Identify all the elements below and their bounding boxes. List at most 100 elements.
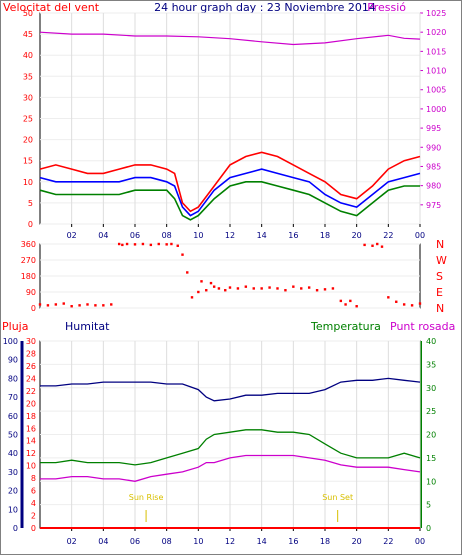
sunrise-label: Sun Rise <box>129 493 164 502</box>
x-tick-label: 04 <box>98 537 108 546</box>
gust-line <box>39 151 421 213</box>
x-tick-label: 04 <box>98 231 108 240</box>
direction-tick-label: 180 <box>21 272 36 281</box>
temperature-tick-label: 5 <box>426 501 431 510</box>
compass-label: W <box>436 254 447 267</box>
right-tick-label: 1025 <box>426 9 446 18</box>
humidity-line <box>40 377 421 402</box>
direction-point <box>209 281 213 285</box>
direction-point <box>181 253 184 256</box>
temperature-line <box>40 429 421 466</box>
x-tick-label: 06 <box>130 537 140 546</box>
temperature-label: Temperatura <box>310 320 381 333</box>
direction-point <box>217 287 221 290</box>
left-tick-label: 40 <box>23 51 33 60</box>
direction-point <box>300 287 303 290</box>
direction-point <box>315 289 319 292</box>
rain-tick-label: 28 <box>26 349 36 358</box>
direction-point <box>323 288 327 291</box>
compass-label: N <box>436 238 444 251</box>
direction-point <box>402 303 406 306</box>
left-tick-label: 5 <box>28 199 33 208</box>
direction-point <box>331 287 335 290</box>
direction-point <box>228 286 232 289</box>
rain-tick-label: 30 <box>26 337 36 346</box>
direction-tick-label: 0 <box>31 304 36 313</box>
temperature-tick-label: 30 <box>426 384 436 393</box>
right-tick-label: 985 <box>426 162 441 171</box>
direction-point <box>344 303 347 306</box>
rain-tick-label: 18 <box>26 412 36 421</box>
direction-point <box>86 303 89 306</box>
direction-point <box>355 305 358 308</box>
direction-point <box>78 304 81 307</box>
direction-point <box>205 289 208 292</box>
rain-tick-label: 20 <box>26 399 36 408</box>
humidity-tick-label: 20 <box>8 487 18 496</box>
rain-tick-label: 8 <box>31 474 36 483</box>
rain-tick-label: 24 <box>26 374 36 383</box>
x-tick-label: 12 <box>225 537 235 546</box>
direction-point <box>339 299 343 303</box>
direction-point <box>186 271 189 274</box>
humidity-tick-label: 0 <box>13 524 18 533</box>
direction-tick-label: 270 <box>21 256 36 265</box>
left-tick-label: 35 <box>23 72 33 81</box>
dewpoint-line <box>40 454 421 482</box>
right-axis-title: Pressió <box>367 1 406 14</box>
rain-tick-label: 26 <box>26 362 36 371</box>
x-tick-label: 18 <box>320 231 330 240</box>
direction-point <box>260 287 263 290</box>
humidity-tick-label: 80 <box>8 374 18 383</box>
direction-point <box>176 244 179 247</box>
x-tick-label: 00 <box>415 231 425 240</box>
direction-point <box>212 285 216 288</box>
x-tick-label: 22 <box>383 231 393 240</box>
left-tick-label: 25 <box>23 115 33 124</box>
x-tick-label: 14 <box>257 537 267 546</box>
humidity-tick-label: 30 <box>8 468 18 477</box>
x-tick-label: 16 <box>288 537 298 546</box>
right-tick-label: 990 <box>426 143 441 152</box>
temperature-tick-label: 25 <box>426 407 436 416</box>
temperature-tick-label: 20 <box>426 431 436 440</box>
rain-tick-label: 2 <box>31 512 36 521</box>
temperature-tick-label: 0 <box>426 524 431 533</box>
direction-point <box>46 304 50 307</box>
left-tick-label: 50 <box>23 9 33 18</box>
direction-point <box>387 296 390 299</box>
direction-point <box>141 242 145 246</box>
rain-tick-label: 16 <box>26 424 36 433</box>
compass-label: E <box>436 286 443 299</box>
compass-label: N <box>436 302 444 315</box>
wind-line <box>39 181 420 221</box>
direction-point <box>170 242 173 246</box>
avg-line <box>39 168 421 217</box>
direction-tick-label: 360 <box>21 240 36 249</box>
direction-point <box>252 287 255 290</box>
left-tick-label: 0 <box>28 220 33 229</box>
temperature-tick-label: 40 <box>426 337 436 346</box>
direction-point <box>380 245 384 248</box>
direction-point <box>363 243 366 247</box>
x-tick-label: 16 <box>288 231 298 240</box>
right-tick-label: 975 <box>426 201 441 210</box>
temperature-tick-label: 15 <box>426 454 436 463</box>
direction-point <box>292 285 295 288</box>
left-tick-label: 15 <box>23 157 33 166</box>
humidity-tick-label: 50 <box>8 431 18 440</box>
x-tick-label: 06 <box>130 231 140 240</box>
direction-point <box>190 296 194 299</box>
rain-tick-label: 0 <box>31 524 36 533</box>
left-tick-label: 20 <box>23 136 33 145</box>
direction-point <box>349 299 352 303</box>
x-tick-label: 18 <box>320 537 330 546</box>
rain-tick-label: 22 <box>26 387 36 396</box>
humidity-tick-label: 100 <box>3 337 18 346</box>
direction-point <box>418 302 422 305</box>
x-tick-label: 08 <box>162 231 172 240</box>
direction-point <box>165 243 168 246</box>
direction-point <box>197 290 200 294</box>
x-tick-label: 20 <box>352 537 362 546</box>
direction-point <box>224 289 227 292</box>
